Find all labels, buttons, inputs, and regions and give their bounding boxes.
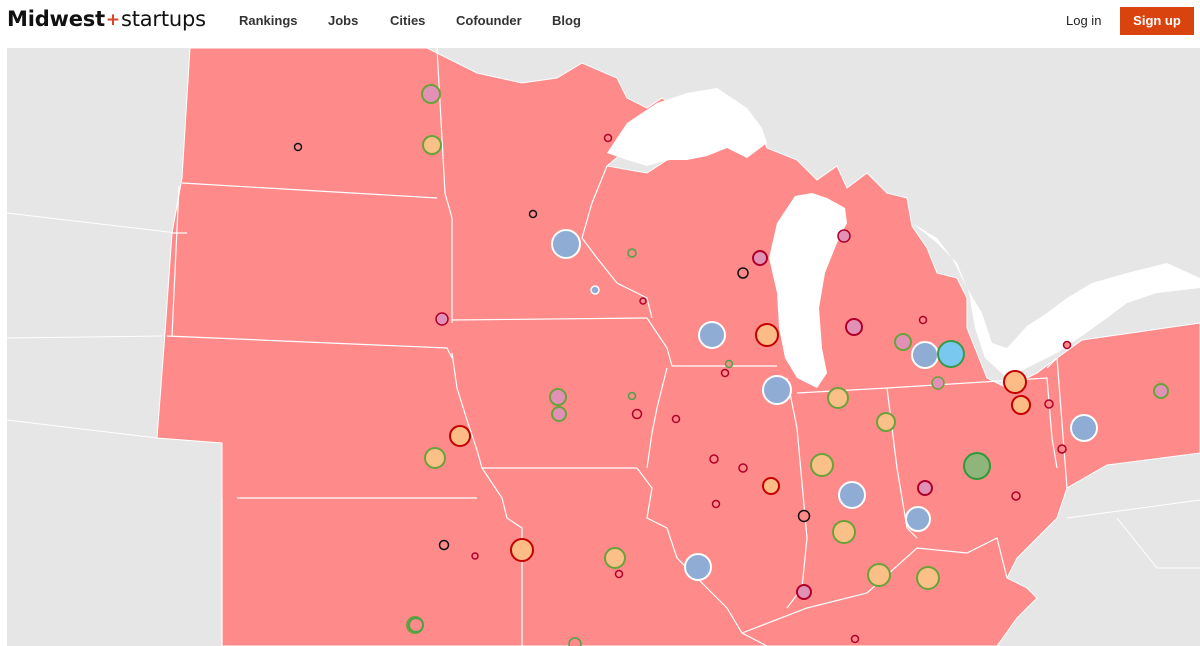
city-marker[interactable]	[827, 387, 849, 409]
city-marker[interactable]	[671, 414, 681, 424]
city-marker[interactable]	[614, 569, 624, 579]
city-marker[interactable]	[911, 341, 939, 369]
city-marker[interactable]	[639, 297, 647, 305]
city-marker[interactable]	[755, 323, 779, 347]
city-marker[interactable]	[845, 318, 863, 336]
login-link[interactable]: Log in	[1066, 13, 1102, 28]
city-marker[interactable]	[876, 412, 896, 432]
city-marker[interactable]	[604, 547, 626, 569]
city-marker[interactable]	[810, 453, 834, 477]
city-marker[interactable]	[435, 312, 449, 326]
city-marker[interactable]	[711, 499, 721, 509]
city-marker[interactable]	[627, 248, 637, 258]
city-marker[interactable]	[698, 321, 726, 349]
city-marker[interactable]	[422, 135, 442, 155]
city-marker[interactable]	[916, 566, 940, 590]
city-marker[interactable]	[762, 375, 792, 405]
map-panel[interactable]	[7, 48, 1200, 646]
city-marker[interactable]	[1062, 340, 1072, 350]
top-navigation-bar: Midwest+startups Rankings Jobs Cities Co…	[0, 0, 1200, 44]
city-marker[interactable]	[438, 539, 450, 551]
lake-superior	[607, 88, 767, 166]
logo-text-startups: startups	[120, 7, 206, 31]
city-marker[interactable]	[1003, 370, 1027, 394]
city-marker[interactable]	[905, 506, 931, 532]
midwest-map[interactable]	[7, 48, 1200, 646]
city-marker[interactable]	[549, 388, 567, 406]
city-marker[interactable]	[293, 142, 303, 152]
city-marker[interactable]	[797, 509, 811, 523]
city-marker[interactable]	[551, 229, 581, 259]
midwest-region[interactable]	[156, 48, 1200, 646]
city-marker[interactable]	[796, 584, 812, 600]
city-marker[interactable]	[832, 520, 856, 544]
city-marker[interactable]	[471, 552, 479, 560]
city-marker[interactable]	[1057, 444, 1067, 454]
city-marker[interactable]	[937, 340, 965, 368]
lake-michigan	[769, 193, 847, 388]
nav-link-cofounder[interactable]: Cofounder	[456, 13, 522, 28]
city-marker[interactable]	[1070, 414, 1098, 442]
city-markers[interactable]	[293, 84, 1169, 646]
city-marker[interactable]	[1153, 383, 1169, 399]
city-marker[interactable]	[510, 538, 534, 562]
city-marker[interactable]	[894, 333, 912, 351]
city-marker[interactable]	[917, 480, 933, 496]
city-marker[interactable]	[963, 452, 991, 480]
logo-plus-icon: +	[105, 10, 120, 30]
city-marker[interactable]	[627, 391, 637, 401]
city-marker[interactable]	[867, 563, 891, 587]
nav-link-cities[interactable]: Cities	[390, 13, 426, 28]
city-marker[interactable]	[449, 425, 471, 447]
city-marker[interactable]	[918, 315, 928, 325]
logo-text-midwest: Midwest	[7, 7, 105, 31]
city-marker[interactable]	[421, 84, 441, 104]
lake-huron	[912, 223, 1200, 378]
site-logo[interactable]: Midwest+startups	[7, 7, 206, 31]
city-marker[interactable]	[837, 229, 851, 243]
city-marker[interactable]	[709, 454, 719, 464]
city-marker[interactable]	[752, 250, 768, 266]
city-marker[interactable]	[590, 285, 600, 295]
nav-link-rankings[interactable]: Rankings	[239, 13, 298, 28]
city-marker[interactable]	[528, 209, 538, 219]
city-marker[interactable]	[737, 267, 749, 279]
city-marker[interactable]	[631, 408, 643, 420]
city-marker[interactable]	[408, 617, 424, 633]
city-marker[interactable]	[724, 359, 734, 369]
nav-link-blog[interactable]: Blog	[552, 13, 581, 28]
city-marker[interactable]	[1011, 395, 1031, 415]
city-marker[interactable]	[838, 481, 866, 509]
city-marker[interactable]	[1011, 491, 1021, 501]
signup-button[interactable]: Sign up	[1120, 7, 1194, 35]
city-marker[interactable]	[931, 376, 945, 390]
city-marker[interactable]	[603, 133, 613, 143]
city-marker[interactable]	[424, 447, 446, 469]
city-marker[interactable]	[720, 368, 730, 378]
nav-link-jobs[interactable]: Jobs	[328, 13, 359, 28]
city-marker[interactable]	[568, 637, 582, 646]
city-marker[interactable]	[551, 406, 567, 422]
city-marker[interactable]	[1044, 399, 1054, 409]
city-marker[interactable]	[850, 634, 860, 644]
city-marker[interactable]	[738, 463, 748, 473]
city-marker[interactable]	[762, 477, 780, 495]
city-marker[interactable]	[684, 553, 712, 581]
